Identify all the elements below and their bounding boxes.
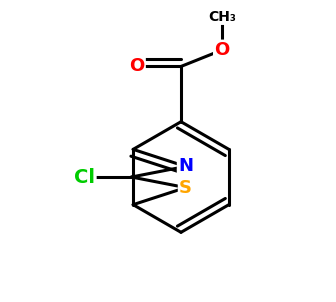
Text: N: N bbox=[178, 157, 193, 175]
Text: S: S bbox=[179, 178, 192, 197]
Text: O: O bbox=[129, 57, 144, 76]
Text: Cl: Cl bbox=[74, 168, 95, 187]
Text: O: O bbox=[214, 41, 230, 59]
Text: CH₃: CH₃ bbox=[208, 10, 236, 24]
